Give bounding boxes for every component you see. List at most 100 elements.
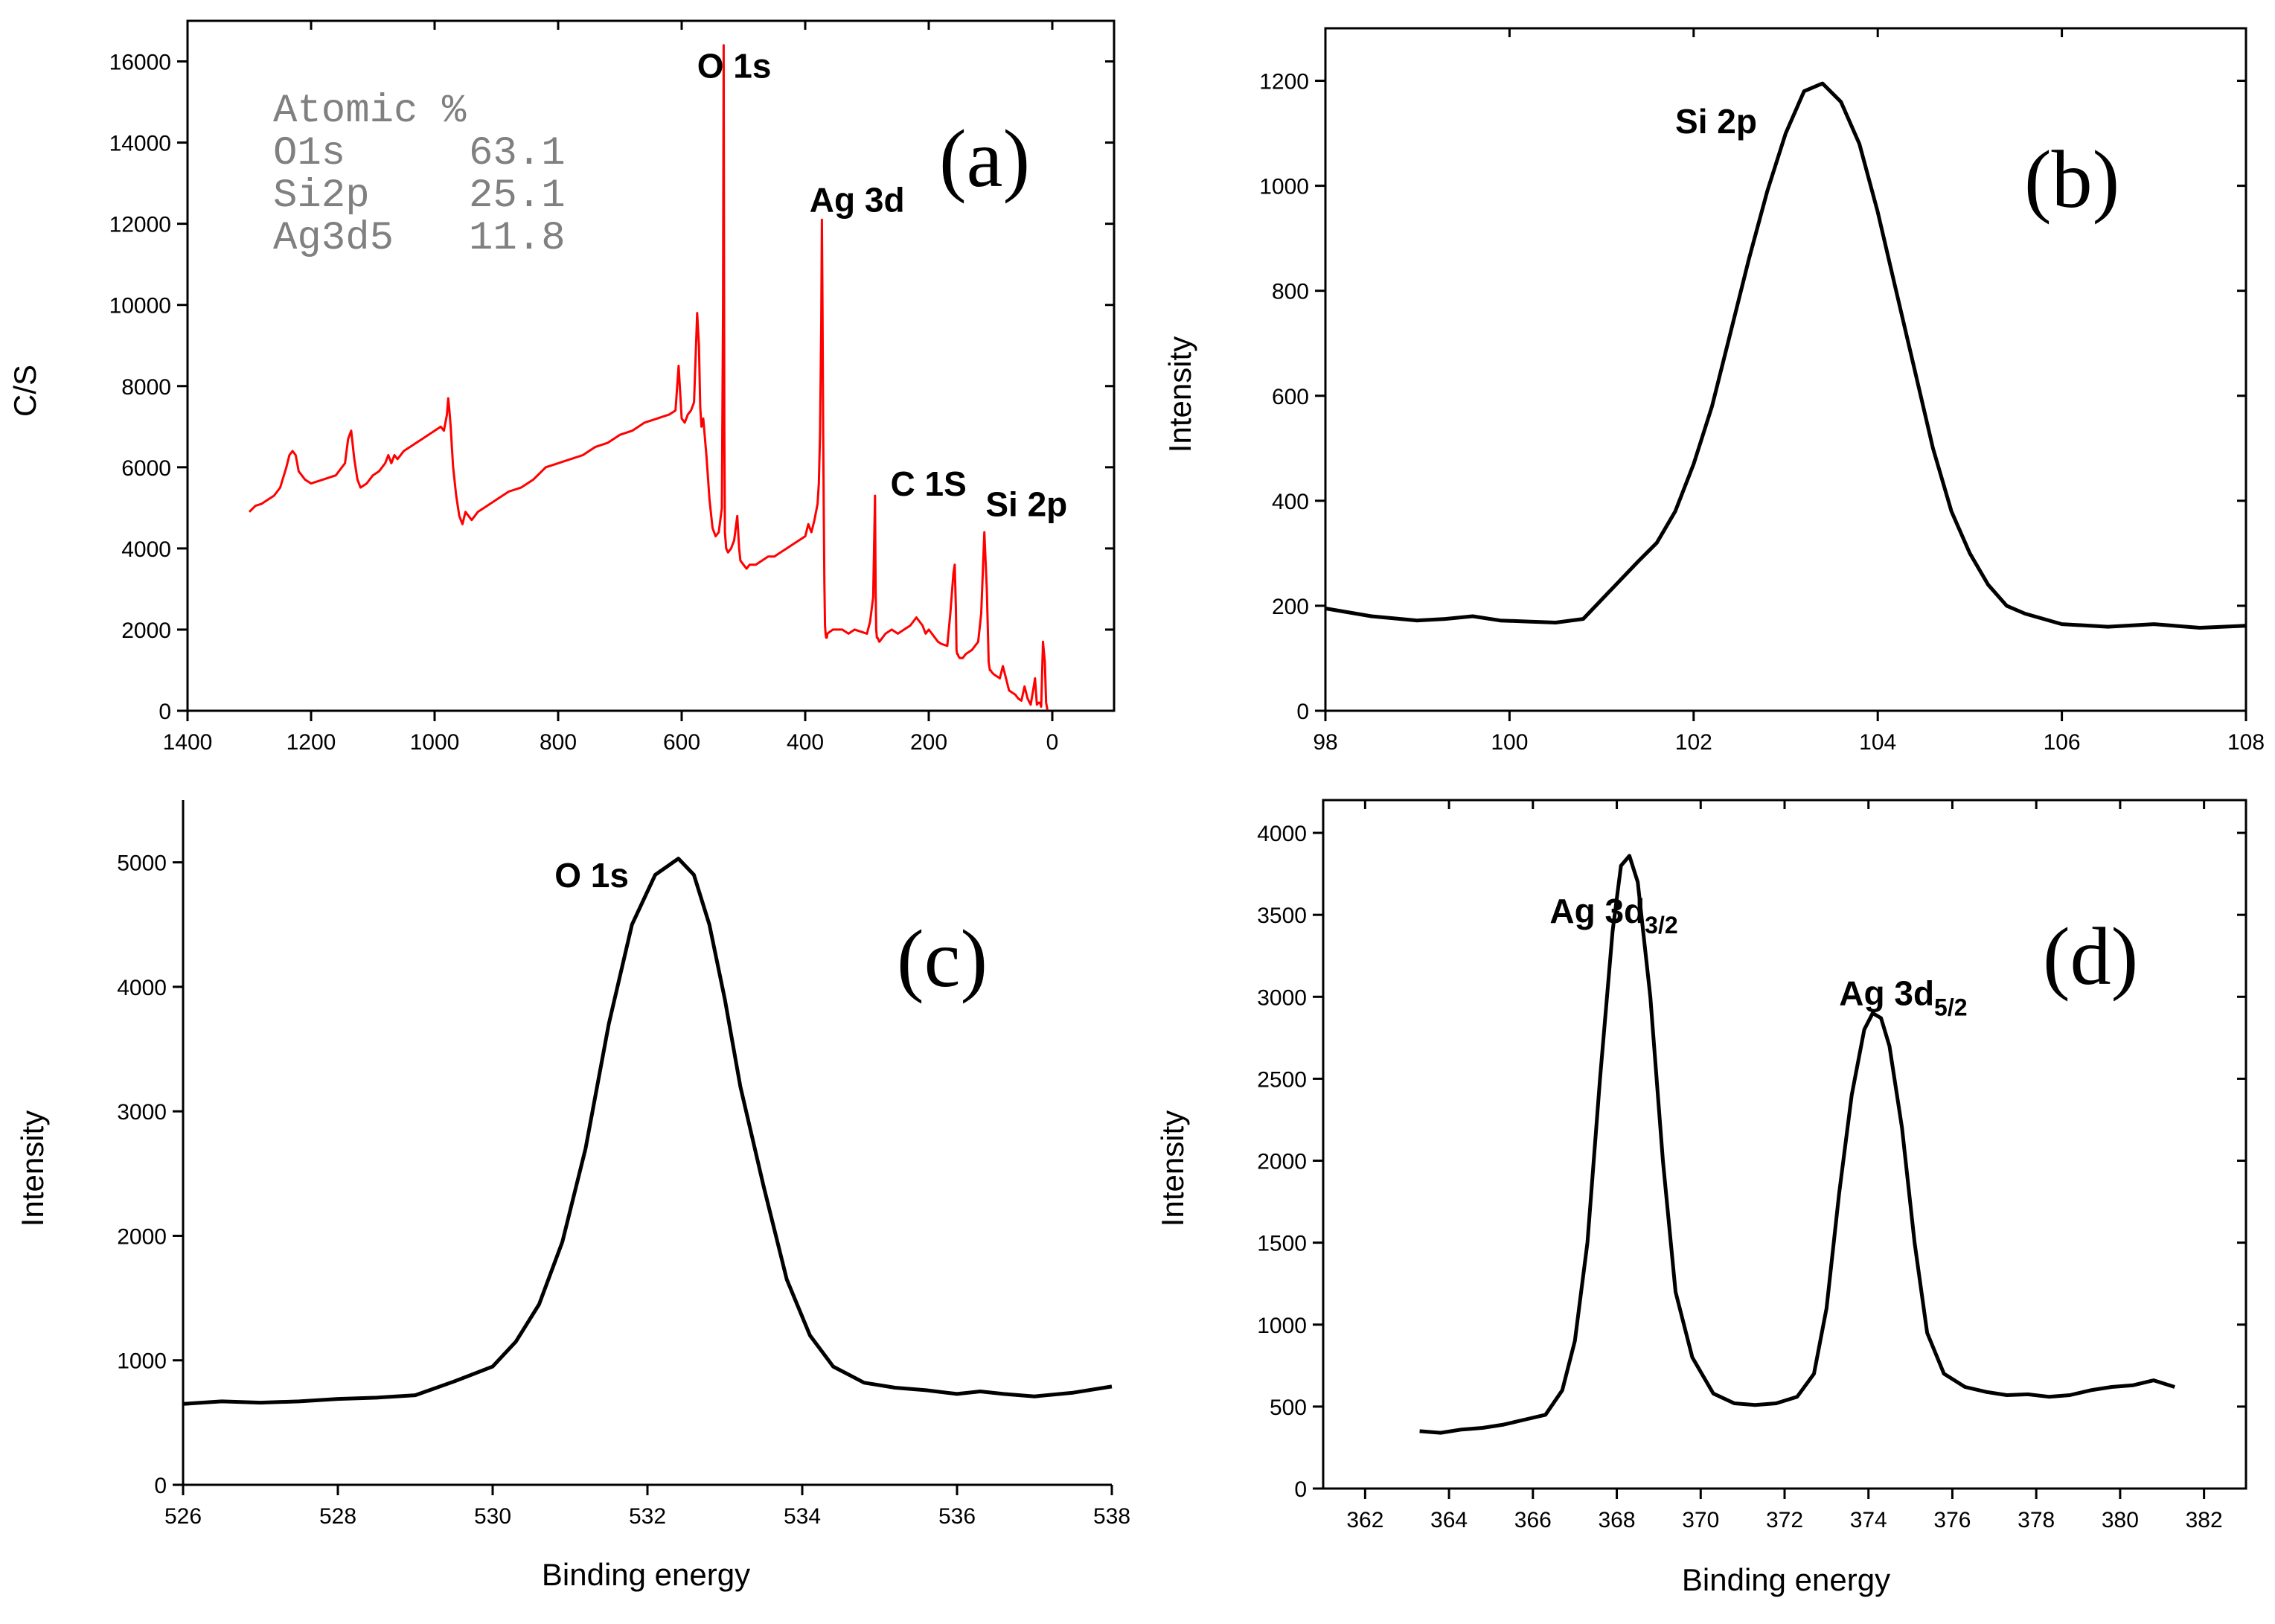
panel-b-spectrum-line	[1325, 81, 2247, 630]
peak-label-text: O 1s	[697, 46, 772, 85]
panel-c-label: (c)	[897, 913, 988, 1004]
panel-d-x-tick-label: 368	[1599, 1508, 1636, 1532]
panel-a-peak-label: C 1S	[891, 464, 967, 503]
panel-b-x-tick-label: 104	[1859, 730, 1896, 755]
panel-c-x-tick-label: 534	[784, 1504, 821, 1529]
panel-a-peak-label: O 1s	[697, 46, 772, 85]
panel-a-legend-title: Atomic %	[273, 89, 467, 134]
panel-b-y-axis-label: Intensity	[1162, 336, 1197, 453]
peak-label-text: Ag 3d	[1839, 974, 1934, 1012]
panel-b-x-tick-label: 106	[2044, 730, 2081, 755]
peak-label-subscript: 3/2	[1645, 912, 1677, 939]
panel-c-y-tick-label: 3000	[117, 1100, 167, 1125]
panel-a-x-tick-label: 1400	[163, 730, 213, 755]
panel-d-y-tick-label: 1000	[1257, 1314, 1307, 1338]
panel-a-y-tick-label: 16000	[109, 51, 171, 75]
peak-label-subscript: 5/2	[1934, 994, 1967, 1020]
panel-d-x-tick-label: 376	[1933, 1508, 1971, 1532]
panel-a-legend-value-o1s: 63.1	[469, 131, 566, 176]
panel-d-y-tick-label: 3000	[1257, 985, 1307, 1010]
peak-label-text: O 1s	[554, 856, 629, 895]
panel-d-x-tick-label: 382	[2186, 1508, 2223, 1532]
panel-d-peak-label: Ag 3d3/2	[1549, 892, 1677, 939]
panel-a-legend-value-ag3d5: 11.8	[469, 216, 566, 261]
panel-a-legend: Atomic % O1s 63.1 Si2p 25.1 Ag3d5 11.8	[273, 89, 566, 261]
panel-a-legend-name-si2p: Si2p	[273, 173, 370, 219]
panel-b-y-tick-label: 0	[1296, 700, 1309, 724]
panel-d-y-tick-label: 0	[1294, 1477, 1307, 1502]
panel-d-x-tick-label: 362	[1346, 1508, 1383, 1532]
panel-a-y-tick-label: 0	[159, 700, 171, 724]
panel-b-y-tick-label: 800	[1272, 280, 1309, 304]
panel-a-label: (a)	[939, 113, 1030, 204]
panel-d-y-axis-label: Intensity	[1155, 1110, 1190, 1227]
panel-c-peak-label: O 1s	[554, 856, 629, 895]
panel-b-y-tick-label: 1200	[1259, 70, 1309, 95]
panel-c-spectrum-line	[182, 857, 1113, 1406]
panel-d-x-tick-label: 374	[1850, 1508, 1887, 1532]
panel-d-x-tick-label: 366	[1514, 1508, 1552, 1532]
panel-a-x-tick-label: 600	[663, 730, 700, 755]
panel-c-x-axis-label: Binding energy	[542, 1557, 750, 1592]
panel-d-peak-label: Ag 3d5/2	[1839, 974, 1967, 1020]
panel-d-ag3d-spectrum: (d) Intensity Binding energy 362 364 366 36…	[1155, 799, 2247, 1597]
panel-d-y-tick-label: 2000	[1257, 1150, 1307, 1174]
panel-a-x-tick-label: 1200	[287, 730, 336, 755]
panel-a-survey-spectrum: (a) C/S Atomic % O1s 63.1 Si2p 25.1 Ag3d…	[7, 19, 1116, 755]
panel-d-y-tick-label: 4000	[1257, 822, 1307, 846]
panel-d-y-tick-label: 500	[1270, 1396, 1307, 1420]
panel-a-legend-name-ag3d5: Ag3d5	[273, 216, 394, 261]
peak-label-text: Ag 3d	[810, 180, 905, 219]
panel-b-y-tick-label: 1000	[1259, 175, 1309, 199]
panel-d-x-tick-label: 364	[1430, 1508, 1468, 1532]
panel-c-x-tick-label: 528	[319, 1504, 356, 1529]
panel-a-x-tick-label: 1000	[410, 730, 460, 755]
panel-b-frame	[1324, 27, 2247, 712]
panel-c-x-tick-label: 526	[164, 1504, 202, 1529]
panel-b-y-tick-label: 400	[1272, 490, 1309, 514]
panel-a-y-tick-label: 2000	[121, 618, 171, 643]
panel-b-x-tick-label: 108	[2227, 730, 2265, 755]
panel-d-x-tick-label: 378	[2018, 1508, 2055, 1532]
panel-b-x-tick-label: 98	[1313, 730, 1337, 755]
panel-d-y-tick-label: 3500	[1257, 904, 1307, 928]
panel-d-label: (d)	[2043, 911, 2138, 1002]
panel-c-o1s-spectrum: (c) Intensity Binding energy 526 528 530 53…	[15, 800, 1130, 1592]
panel-b-peak-label: Si 2p	[1675, 102, 1757, 141]
panel-b-x-tick-label: 102	[1675, 730, 1712, 755]
panel-d-x-axis-label: Binding energy	[1682, 1562, 1890, 1597]
panel-d-x-tick-label: 372	[1766, 1508, 1803, 1532]
panel-c-y-tick-label: 1000	[117, 1349, 167, 1374]
panel-a-spectrum-line	[248, 44, 1049, 710]
panel-a-y-tick-label: 10000	[109, 294, 171, 319]
peak-label-text: Si 2p	[1675, 102, 1757, 141]
panel-a-y-axis-label: C/S	[7, 365, 42, 417]
panel-b-y-tick-label: 600	[1272, 385, 1309, 409]
panel-a-x-tick-label: 200	[910, 730, 947, 755]
panel-c-x-tick-label: 530	[474, 1504, 511, 1529]
panel-c-x-tick-label: 532	[629, 1504, 666, 1529]
panel-a-peak-label: Si 2p	[985, 485, 1067, 523]
panel-a-frame	[186, 19, 1116, 712]
panel-b-x-tick-label: 100	[1491, 730, 1528, 755]
panel-c-y-tick-label: 0	[154, 1474, 167, 1498]
panel-a-x-tick-label: 400	[787, 730, 824, 755]
panel-a-peak-label: Ag 3d	[810, 180, 905, 219]
peak-label-text: Si 2p	[985, 485, 1067, 523]
panel-b-label: (b)	[2024, 134, 2119, 225]
peak-label-text: Ag 3d	[1549, 892, 1645, 930]
panel-d-x-tick-label: 370	[1682, 1508, 1719, 1532]
panel-c-y-tick-label: 2000	[117, 1224, 167, 1249]
panel-a-y-tick-label: 14000	[109, 132, 171, 156]
panel-d-x-tick-label: 380	[2102, 1508, 2139, 1532]
panel-c-y-tick-label: 5000	[117, 851, 167, 876]
panel-a-x-tick-label: 0	[1046, 730, 1059, 755]
panel-a-x-tick-label: 800	[540, 730, 577, 755]
panel-a-y-tick-label: 8000	[121, 375, 171, 400]
panel-a-y-tick-label: 4000	[121, 537, 171, 562]
panel-b-y-tick-label: 200	[1272, 595, 1309, 619]
panel-c-y-tick-label: 4000	[117, 976, 167, 1000]
panel-a-y-tick-label: 6000	[121, 456, 171, 481]
